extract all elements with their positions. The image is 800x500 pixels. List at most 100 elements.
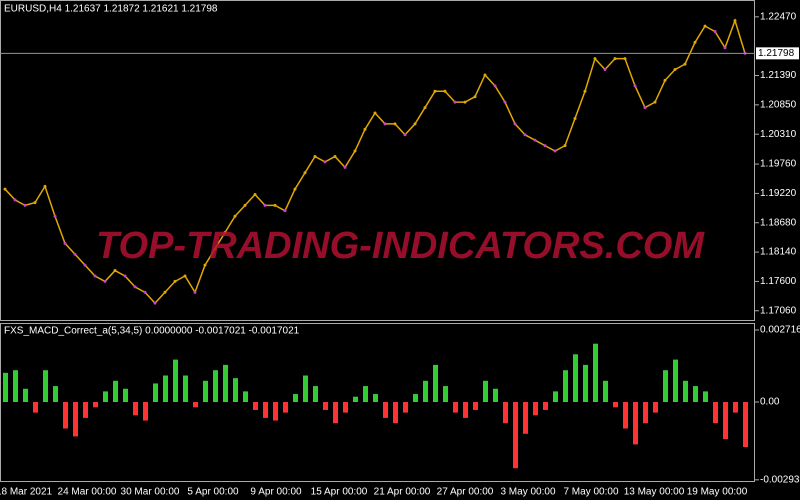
histogram-bar <box>713 401 718 424</box>
price-point <box>683 62 687 66</box>
histogram-bar <box>433 364 438 402</box>
histogram-bar <box>43 370 48 402</box>
price-point <box>313 154 317 158</box>
histogram-bar <box>203 380 208 402</box>
price-point <box>323 160 327 164</box>
histogram-bar <box>443 386 448 402</box>
price-point <box>363 127 367 131</box>
price-point <box>243 203 247 207</box>
price-point <box>53 214 57 218</box>
histogram-bar <box>353 396 358 402</box>
price-point <box>193 290 197 294</box>
price-point <box>693 40 697 44</box>
y-tick-label: 1.20850 <box>760 99 797 110</box>
price-point <box>133 285 137 289</box>
histogram-bar <box>63 401 68 429</box>
histogram-bar <box>13 370 18 402</box>
histogram-bar <box>373 394 378 402</box>
x-tick-label: 27 Apr 00:00 <box>437 487 494 498</box>
histogram-bar <box>123 388 128 402</box>
histogram-bar <box>483 380 488 402</box>
histogram-bar <box>513 401 518 469</box>
histogram-bar <box>73 401 78 437</box>
histogram-bar <box>223 364 228 402</box>
histogram-bar <box>313 386 318 402</box>
histogram-bar <box>33 401 38 413</box>
y-tick-label: 1.18140 <box>760 247 797 258</box>
price-point <box>143 290 147 294</box>
price-point <box>73 252 77 256</box>
price-point <box>483 73 487 77</box>
histogram-bar <box>403 401 408 413</box>
histogram-bar <box>93 401 98 408</box>
price-point <box>723 46 727 50</box>
price-point <box>583 89 587 93</box>
price-point <box>233 214 237 218</box>
price-point <box>83 263 87 267</box>
price-point <box>383 122 387 126</box>
price-point <box>573 116 577 120</box>
price-point <box>283 209 287 213</box>
histogram-bar <box>133 401 138 416</box>
y-tick-label: 0.00 <box>760 397 780 408</box>
x-tick-label: 5 Apr 00:00 <box>187 487 239 498</box>
y-tick-label: 1.22470 <box>760 11 797 22</box>
price-point <box>673 68 677 72</box>
price-point <box>413 122 417 126</box>
price-point <box>63 241 67 245</box>
watermark: TOP-TRADING-INDICATORS.COM <box>96 225 705 267</box>
histogram-bar <box>243 391 248 402</box>
histogram-bar <box>3 372 8 402</box>
histogram-bar <box>453 401 458 413</box>
histogram-bar <box>53 386 58 402</box>
y-tick-label: -0.0029368 <box>760 474 800 485</box>
price-point <box>43 184 47 188</box>
y-tick-label: 1.18680 <box>760 217 797 228</box>
price-point <box>433 89 437 93</box>
price-point <box>273 203 277 207</box>
histogram-bar <box>273 401 278 421</box>
price-point <box>303 171 307 175</box>
histogram-bar <box>473 401 478 410</box>
price-point <box>593 57 597 61</box>
histogram-bar <box>633 401 638 445</box>
histogram-bar <box>543 401 548 410</box>
histogram-bar <box>333 401 338 424</box>
price-point <box>293 187 297 191</box>
x-tick-label: 18 Mar 2021 <box>0 487 53 498</box>
price-point <box>223 231 227 235</box>
histogram-bar <box>383 401 388 418</box>
histogram-bar <box>393 401 398 424</box>
histogram-bar <box>463 401 468 418</box>
y-tick-label: 1.17060 <box>760 305 797 316</box>
x-tick-label: 9 Apr 00:00 <box>250 487 302 498</box>
price-point <box>633 84 637 88</box>
price-point <box>533 138 537 142</box>
histogram-bar <box>623 401 628 429</box>
histogram-bar <box>293 394 298 402</box>
price-point <box>263 203 267 207</box>
histogram-bar <box>163 375 168 402</box>
histogram-bar <box>493 388 498 402</box>
price-point <box>553 149 557 153</box>
histogram-bar <box>523 401 528 434</box>
price-point <box>93 274 97 278</box>
indicator-title: FXS_MACD_Correct_a(5,34,5) 0.0000000 -0.… <box>4 326 300 337</box>
price-point <box>13 198 17 202</box>
histogram-bar <box>193 401 198 408</box>
histogram-bar <box>213 370 218 402</box>
x-tick-label: 15 Apr 00:00 <box>311 487 368 498</box>
histogram-bar <box>363 386 368 402</box>
y-tick-label: 1.17600 <box>760 276 797 287</box>
x-tick-label: 7 May 00:00 <box>563 487 618 498</box>
price-point <box>153 301 157 305</box>
price-point <box>473 95 477 99</box>
price-point <box>33 201 37 205</box>
histogram-bar <box>183 375 188 402</box>
histogram-bar <box>593 343 598 402</box>
histogram-bar <box>683 380 688 402</box>
price-point <box>563 144 567 148</box>
histogram-bar <box>603 380 608 402</box>
